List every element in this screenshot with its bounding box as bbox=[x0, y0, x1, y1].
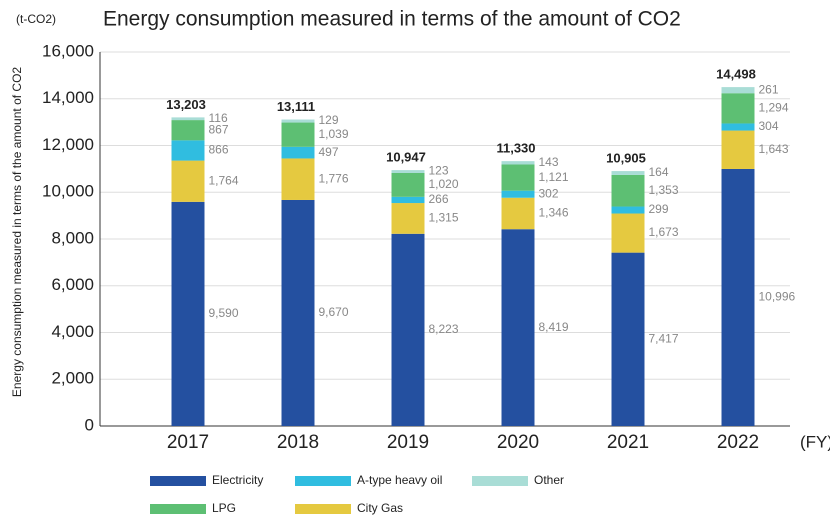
bar-segment bbox=[721, 123, 755, 131]
data-label: 10,996 bbox=[759, 290, 796, 304]
x-tick-label: 2022 bbox=[717, 432, 759, 453]
bar-segment bbox=[611, 174, 645, 207]
data-label: 8,223 bbox=[429, 322, 459, 336]
bar-segment bbox=[501, 190, 535, 198]
y-tick-label: 4,000 bbox=[51, 322, 94, 341]
bar-segment bbox=[611, 252, 645, 426]
x-unit-label: (FY) bbox=[800, 432, 830, 451]
data-label: 1,294 bbox=[759, 101, 789, 115]
bar-segment bbox=[281, 122, 315, 147]
data-label: 1,353 bbox=[649, 183, 679, 197]
data-label: 9,590 bbox=[209, 306, 239, 320]
data-label: 123 bbox=[429, 164, 449, 178]
total-label: 10,947 bbox=[386, 150, 426, 165]
bar-segment bbox=[171, 201, 205, 426]
data-label: 1,121 bbox=[539, 170, 569, 184]
y-tick-label: 2,000 bbox=[51, 369, 94, 388]
x-tick-label: 2017 bbox=[167, 432, 209, 453]
data-label: 1,039 bbox=[319, 127, 349, 141]
x-tick-label: 2021 bbox=[607, 432, 649, 453]
data-label: 261 bbox=[759, 82, 779, 96]
bar-segment bbox=[171, 160, 205, 202]
bar-segment bbox=[171, 120, 205, 141]
bar-segment bbox=[171, 117, 205, 121]
bar-segment bbox=[501, 164, 535, 191]
data-label: 1,346 bbox=[539, 206, 569, 220]
x-tick-label: 2019 bbox=[387, 432, 429, 453]
data-label: 9,670 bbox=[319, 305, 349, 319]
y-tick-label: 14,000 bbox=[42, 88, 94, 107]
bar-segment bbox=[391, 203, 425, 234]
legend-label: A-type heavy oil bbox=[357, 473, 442, 487]
chart-title: Energy consumption measured in terms of … bbox=[103, 8, 681, 31]
legend-label: LPG bbox=[212, 501, 236, 515]
data-label: 867 bbox=[209, 122, 229, 136]
data-label: 1,673 bbox=[649, 225, 679, 239]
x-tick-label: 2020 bbox=[497, 432, 539, 453]
data-label: 302 bbox=[539, 186, 559, 200]
bar-segment bbox=[391, 170, 425, 173]
bar-segment bbox=[391, 172, 425, 197]
legend-swatch bbox=[295, 476, 351, 486]
legend-swatch bbox=[472, 476, 528, 486]
bar-segment bbox=[281, 146, 315, 159]
data-label: 8,419 bbox=[539, 320, 569, 334]
bar-segment bbox=[281, 199, 315, 426]
data-label: 7,417 bbox=[649, 331, 679, 345]
data-label: 866 bbox=[209, 143, 229, 157]
y-axis-label: Energy consumption measured in terms of … bbox=[10, 67, 24, 397]
y-tick-label: 8,000 bbox=[51, 228, 94, 247]
bar-segment bbox=[721, 168, 755, 426]
bar-segment bbox=[611, 206, 645, 214]
total-label: 11,330 bbox=[496, 141, 535, 156]
y-tick-label: 10,000 bbox=[42, 182, 94, 201]
legend-label: City Gas bbox=[357, 501, 403, 515]
bar-segment bbox=[611, 213, 645, 253]
bar-segment bbox=[721, 93, 755, 124]
bar-segment bbox=[721, 130, 755, 169]
data-label: 266 bbox=[429, 192, 449, 206]
y-tick-label: 16,000 bbox=[42, 41, 94, 60]
total-label: 10,905 bbox=[606, 151, 646, 166]
bar-segment bbox=[501, 229, 535, 426]
y-tick-label: 6,000 bbox=[51, 275, 94, 294]
legend-swatch bbox=[150, 476, 206, 486]
data-label: 1,315 bbox=[429, 211, 459, 225]
bar-segment bbox=[281, 119, 315, 123]
data-label: 143 bbox=[539, 155, 559, 169]
y-tick-label: 0 bbox=[85, 415, 94, 434]
total-label: 13,111 bbox=[277, 99, 315, 114]
data-label: 116 bbox=[209, 111, 228, 125]
bar-segment bbox=[611, 171, 645, 175]
bar-segment bbox=[721, 87, 755, 94]
data-label: 1,020 bbox=[429, 177, 459, 191]
data-label: 1,643 bbox=[759, 142, 789, 156]
legend-swatch bbox=[295, 504, 351, 514]
bar-segment bbox=[501, 197, 535, 230]
legend-label: Other bbox=[534, 473, 564, 487]
bar-segment bbox=[171, 140, 205, 161]
unit-label: (t-CO2) bbox=[16, 12, 56, 26]
legend-label: Electricity bbox=[212, 473, 263, 487]
data-label: 299 bbox=[649, 202, 669, 216]
legend-swatch bbox=[150, 504, 206, 514]
x-tick-label: 2018 bbox=[277, 432, 319, 453]
data-label: 164 bbox=[649, 165, 669, 179]
data-label: 1,776 bbox=[319, 171, 349, 185]
data-label: 1,764 bbox=[209, 173, 239, 187]
total-label: 14,498 bbox=[716, 67, 756, 82]
data-label: 497 bbox=[319, 145, 339, 159]
bar-segment bbox=[391, 233, 425, 426]
total-label: 13,203 bbox=[166, 97, 206, 112]
data-label: 304 bbox=[759, 119, 779, 133]
bar-segment bbox=[281, 158, 315, 200]
data-label: 129 bbox=[319, 113, 339, 127]
y-tick-label: 12,000 bbox=[42, 135, 94, 154]
bar-segment bbox=[501, 161, 535, 165]
bar-segment bbox=[391, 196, 425, 204]
